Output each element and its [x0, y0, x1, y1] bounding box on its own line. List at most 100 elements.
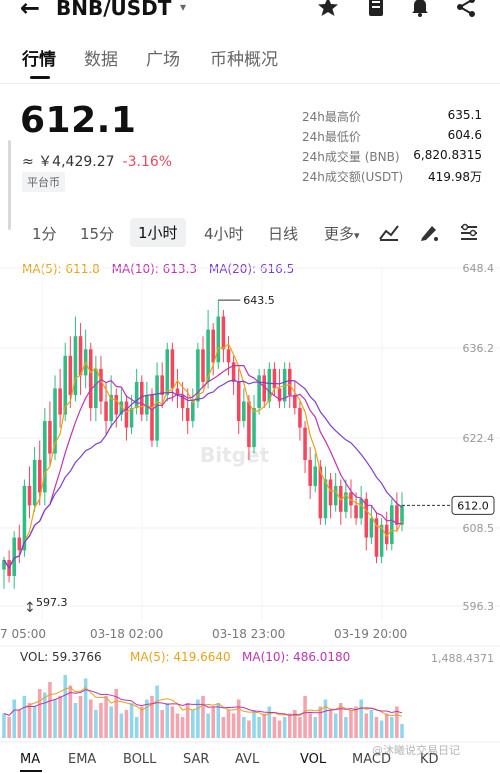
volume-bar [78, 696, 83, 738]
settings-sliders-icon[interactable] [458, 222, 480, 242]
candle-body [236, 381, 241, 422]
candle-body [165, 349, 170, 395]
volume-bar [185, 703, 190, 738]
active-indicator-underline [20, 770, 42, 772]
interval-1m[interactable]: 1分 [32, 225, 57, 243]
indicator-avl[interactable]: AVL [235, 752, 260, 767]
volume-bar [400, 724, 404, 738]
indicator-chart-icon[interactable] [378, 222, 400, 242]
volume-bar [323, 699, 328, 738]
candle-body [88, 349, 93, 408]
interval-15m[interactable]: 15分 [80, 225, 115, 243]
interval-4h[interactable]: 4小时 [204, 225, 244, 243]
volume-bar [129, 703, 134, 738]
volume-bar [359, 699, 363, 738]
document-icon[interactable] [364, 0, 388, 18]
y-tick-label: 596.3 [463, 600, 495, 613]
volume-bar [349, 710, 353, 738]
vol-label: VOL: 59.3766 [20, 650, 102, 664]
ma-legend: MA(5): 611.8 MA(10): 613.3 MA(20): 616.5 [22, 262, 302, 276]
stat-value: 604.6 [447, 128, 482, 142]
candle-body [114, 394, 119, 415]
volume-bar [17, 710, 22, 738]
volume-bar [175, 713, 180, 738]
candle-body [104, 401, 108, 422]
star-icon[interactable] [316, 0, 340, 18]
volume-bar [99, 703, 103, 738]
tab-square[interactable]: 广场 [146, 50, 180, 70]
price-change: -3.16% [122, 154, 173, 170]
ma20-value: MA(20): 616.5 [208, 262, 295, 276]
stat-label: 24h成交额(USDT) [302, 170, 404, 184]
draw-pen-icon[interactable] [418, 222, 440, 242]
last-price-label: 612.0 [457, 499, 489, 512]
candle-body [226, 349, 231, 363]
tab-data[interactable]: 数据 [84, 50, 118, 70]
x-tick-label: 03-19 20:00 [334, 627, 407, 641]
candle-body [344, 492, 348, 512]
volume-bar [395, 706, 399, 738]
pair-title[interactable]: BNB/USDT [56, 0, 172, 20]
interval-more[interactable]: 更多▾ [324, 223, 360, 244]
volume-bar [328, 710, 333, 738]
category-badge[interactable]: 平台币 [22, 172, 65, 192]
candle-body [134, 381, 139, 408]
candle-body [155, 375, 159, 441]
interval-1d[interactable]: 日线 [268, 225, 299, 243]
candle-body [201, 349, 205, 382]
arrow-left-icon[interactable]: ← [20, 0, 41, 22]
bell-icon[interactable] [408, 0, 432, 18]
indicator-vol[interactable]: VOL [300, 752, 327, 767]
candle-body [349, 492, 353, 506]
vol-ma5: MA(5): 419.6640 [130, 650, 231, 664]
volume-bar [196, 699, 200, 738]
volume-bar [211, 706, 215, 738]
top-bar: ← BNB/USDT ▾ [0, 0, 500, 22]
volume-bar [354, 706, 358, 738]
volume-bar [201, 696, 205, 738]
candle-body [287, 368, 292, 395]
candle-body [252, 408, 256, 448]
volume-bar [119, 713, 124, 738]
volume-bar [221, 717, 226, 738]
candle-body [313, 466, 318, 486]
tab-market[interactable]: 行情 [22, 50, 56, 70]
share-icon[interactable] [454, 0, 478, 18]
volume-bar [12, 699, 16, 738]
scrollbar[interactable] [8, 140, 11, 230]
candle-body [267, 368, 272, 402]
volume-bar [88, 699, 93, 738]
indicator-ema[interactable]: EMA [68, 752, 97, 767]
stat-label: 24h最高价 [302, 110, 361, 124]
indicator-sar[interactable]: SAR [183, 752, 210, 767]
tab-coin-overview[interactable]: 币种概况 [210, 50, 278, 70]
interval-1h[interactable]: 1小时 [130, 218, 186, 247]
candle-body [68, 355, 73, 395]
candle-body [242, 401, 246, 422]
candle-body [211, 329, 215, 363]
indicator-kd[interactable]: KD [420, 752, 439, 767]
candle-body [293, 394, 297, 408]
chevron-down-icon[interactable]: ▾ [180, 0, 187, 14]
candle-body [170, 349, 175, 389]
volume-bar [150, 696, 154, 738]
candle-body [73, 336, 78, 395]
volume-bar [226, 710, 231, 738]
ma-line [3, 343, 403, 570]
stats-panel: 24h最高价 635.1 24h最低价 604.6 24h成交量 (BNB) 6,82… [302, 108, 482, 188]
indicator-macd[interactable]: MACD [352, 752, 391, 767]
candle-body [78, 336, 83, 376]
volume-bar [236, 699, 241, 738]
candle-body [175, 388, 180, 395]
y-tick-label: 608.5 [463, 522, 495, 535]
indicator-boll[interactable]: BOLL [123, 752, 157, 767]
high-label: 643.5 [243, 294, 274, 307]
ma10-value: MA(10): 613.3 [111, 262, 198, 276]
volume-bar [43, 692, 47, 738]
indicator-ma[interactable]: MA [20, 752, 41, 767]
candle-body [150, 394, 154, 441]
fiat-price-row: ≈ ￥4,429.27 -3.16% [22, 151, 172, 171]
volume-bar [277, 720, 282, 738]
candle-body [318, 466, 323, 519]
